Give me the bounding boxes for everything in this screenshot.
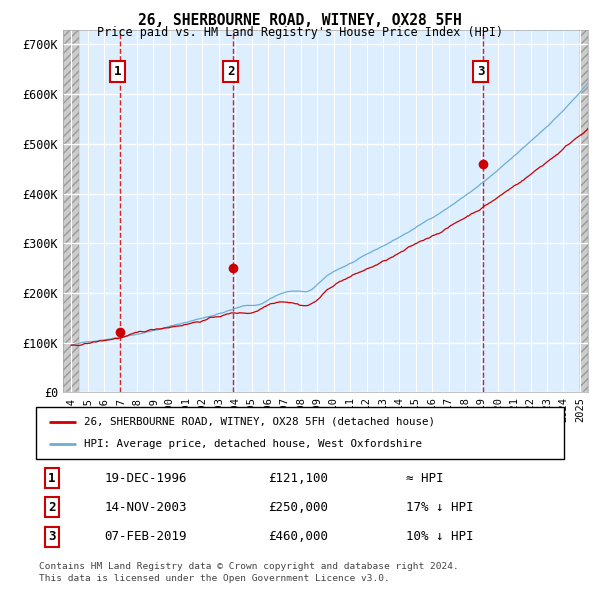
FancyBboxPatch shape bbox=[36, 407, 564, 459]
Text: 26, SHERBOURNE ROAD, WITNEY, OX28 5FH: 26, SHERBOURNE ROAD, WITNEY, OX28 5FH bbox=[138, 13, 462, 28]
Text: 10% ↓ HPI: 10% ↓ HPI bbox=[406, 530, 473, 543]
Text: 14-NOV-2003: 14-NOV-2003 bbox=[104, 501, 187, 514]
Text: Price paid vs. HM Land Registry's House Price Index (HPI): Price paid vs. HM Land Registry's House … bbox=[97, 26, 503, 39]
Text: 19-DEC-1996: 19-DEC-1996 bbox=[104, 471, 187, 485]
Text: ≈ HPI: ≈ HPI bbox=[406, 471, 443, 485]
Bar bbox=[580, 30, 588, 392]
Text: 2: 2 bbox=[227, 65, 235, 78]
Text: 3: 3 bbox=[48, 530, 56, 543]
Text: 2: 2 bbox=[48, 501, 56, 514]
Text: £460,000: £460,000 bbox=[268, 530, 328, 543]
Text: 26, SHERBOURNE ROAD, WITNEY, OX28 5FH (detached house): 26, SHERBOURNE ROAD, WITNEY, OX28 5FH (d… bbox=[83, 417, 434, 427]
Text: 3: 3 bbox=[477, 65, 484, 78]
Text: This data is licensed under the Open Government Licence v3.0.: This data is licensed under the Open Gov… bbox=[39, 574, 390, 583]
Text: 17% ↓ HPI: 17% ↓ HPI bbox=[406, 501, 473, 514]
Text: 1: 1 bbox=[114, 65, 121, 78]
Text: 07-FEB-2019: 07-FEB-2019 bbox=[104, 530, 187, 543]
Text: £250,000: £250,000 bbox=[268, 501, 328, 514]
Bar bbox=[580, 30, 588, 392]
Text: £121,100: £121,100 bbox=[268, 471, 328, 485]
Text: 1: 1 bbox=[48, 471, 56, 485]
Bar bbox=[63, 30, 79, 392]
Text: HPI: Average price, detached house, West Oxfordshire: HPI: Average price, detached house, West… bbox=[83, 440, 422, 450]
Text: Contains HM Land Registry data © Crown copyright and database right 2024.: Contains HM Land Registry data © Crown c… bbox=[39, 562, 459, 571]
Bar bbox=[63, 30, 79, 392]
